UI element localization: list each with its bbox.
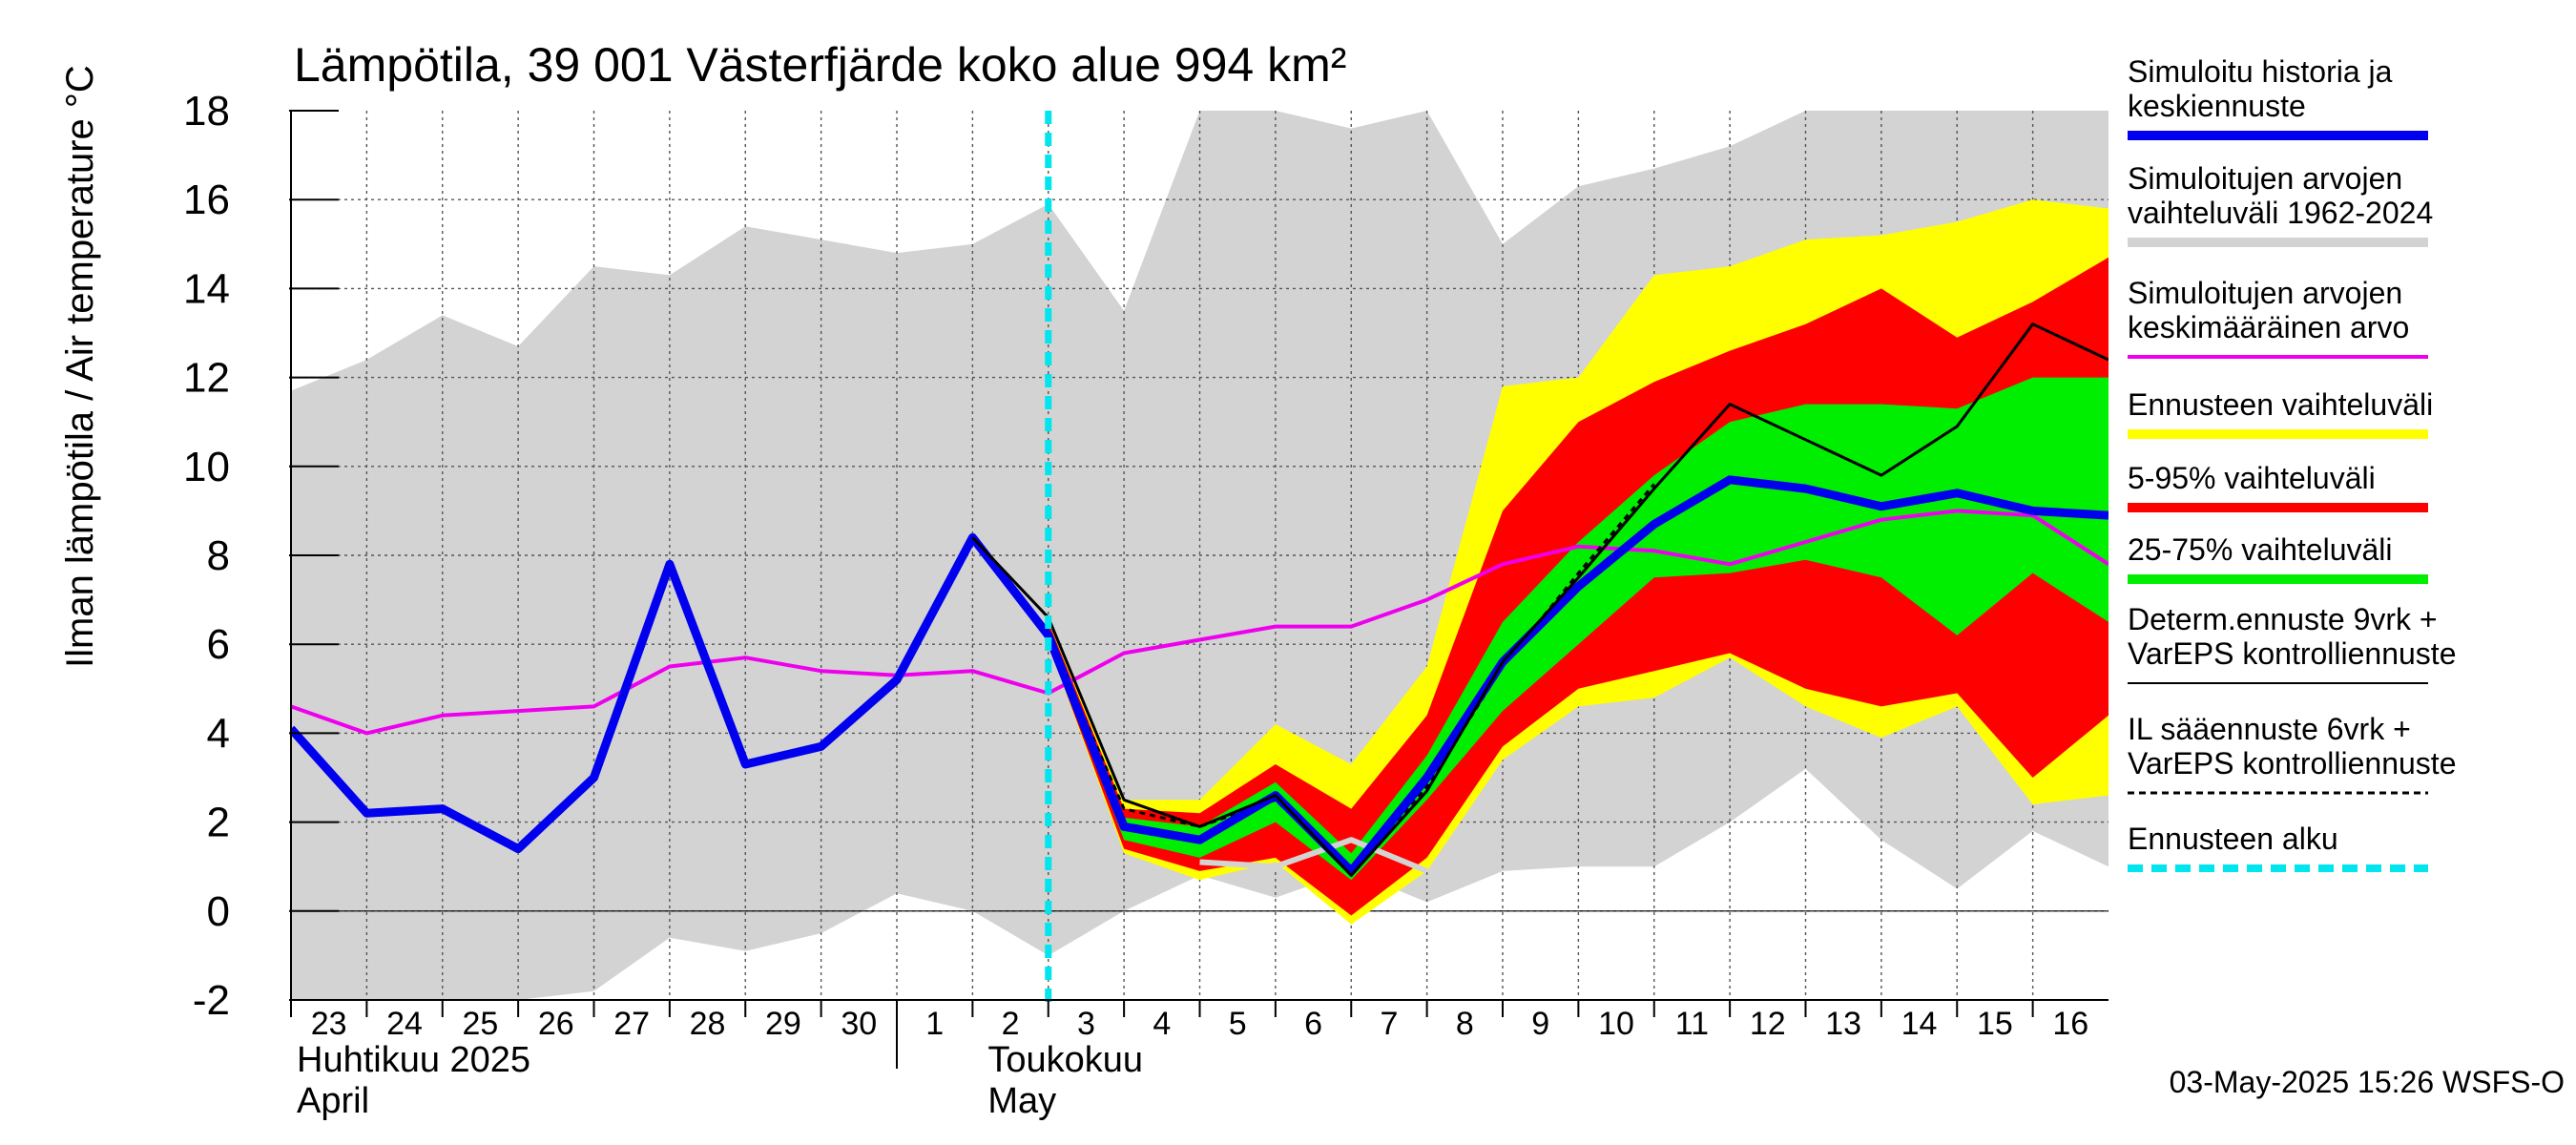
- x-tick-label: 5: [1229, 1006, 1247, 1042]
- x-tick-label: 15: [1977, 1006, 2013, 1042]
- mean-line: [291, 509, 2109, 736]
- y-tick-label: 10: [183, 444, 230, 490]
- y-tick-label: 6: [207, 621, 230, 668]
- legend-label: VarEPS kontrolliennuste: [2128, 636, 2456, 671]
- legend-label: 5-95% vaihteluväli: [2128, 461, 2376, 495]
- y-tick-label: 0: [207, 888, 230, 935]
- plot-area: [291, 111, 2109, 1008]
- y-tick-label: 16: [183, 177, 230, 223]
- legend-label: 25-75% vaihteluväli: [2128, 532, 2393, 567]
- x-tick-label: 25: [463, 1006, 499, 1042]
- legend-label: Simuloitujen arvojen: [2128, 276, 2402, 310]
- legend-label: VarEPS kontrolliennuste: [2128, 746, 2456, 781]
- x-tick-label: 3: [1077, 1006, 1095, 1042]
- x-tick-label: 23: [311, 1006, 347, 1042]
- y-axis-label: Ilman lämpötila / Air temperature °C: [59, 65, 101, 668]
- legend-label: Simuloitu historia ja: [2128, 54, 2393, 89]
- x-tick-label: 30: [841, 1006, 877, 1042]
- grid: [291, 111, 2109, 1000]
- determ-forecast-line: [971, 323, 2109, 877]
- x-tick-label: 12: [1750, 1006, 1786, 1042]
- legend-label: keskiennuste: [2128, 89, 2306, 123]
- y-tick-label: 14: [183, 265, 230, 312]
- legend-label: Ennusteen alku: [2128, 822, 2338, 856]
- x-tick-label: 11: [1675, 1006, 1709, 1042]
- y-tick-label: 18: [183, 88, 230, 135]
- history-line: [291, 475, 2109, 876]
- y-tick-label: 8: [207, 532, 230, 579]
- x-tick-label: 14: [1901, 1006, 1938, 1042]
- x-tick-label: 10: [1598, 1006, 1634, 1042]
- x-tick-label: 24: [386, 1006, 423, 1042]
- legend-label: keskimääräinen arvo: [2128, 310, 2409, 344]
- month-label-fi: Huhtikuu 2025: [297, 1040, 530, 1080]
- x-tick-label: 29: [765, 1006, 801, 1042]
- y-tick-label: 2: [207, 800, 230, 846]
- x-tick-label: 8: [1456, 1006, 1474, 1042]
- x-tick-label: 1: [925, 1006, 944, 1042]
- x-tick-label: 6: [1304, 1006, 1322, 1042]
- x-tick-label: 28: [690, 1006, 726, 1042]
- legend-label: vaihteluväli 1962-2024: [2128, 196, 2433, 230]
- y-tick-label: 4: [207, 710, 230, 757]
- x-tick-label: 2: [1002, 1006, 1020, 1042]
- month-label-en: May: [987, 1081, 1056, 1121]
- legend-label: Ennusteen vaihteluväli: [2128, 387, 2433, 422]
- month-label-fi: Toukokuu: [987, 1040, 1143, 1080]
- chart-title: Lämpötila, 39 001 Västerfjärde koko alue…: [294, 38, 1346, 92]
- legend-label: Simuloitujen arvojen: [2128, 161, 2402, 196]
- series-group: [291, 111, 2109, 1000]
- p25-75-band: [1048, 377, 2109, 881]
- x-tick-label: 13: [1825, 1006, 1861, 1042]
- x-tick-label: 4: [1153, 1006, 1171, 1042]
- legend-label: Determ.ennuste 9vrk +: [2128, 602, 2438, 636]
- x-tick-label: 7: [1380, 1006, 1398, 1042]
- y-tick-label: 12: [183, 355, 230, 402]
- x-tick-label: 16: [2052, 1006, 2088, 1042]
- control-ensemble-line: [1199, 837, 1428, 874]
- month-label-en: April: [297, 1081, 369, 1121]
- y-tick-label: -2: [193, 977, 230, 1024]
- timestamp: 03-May-2025 15:26 WSFS-O: [2170, 1065, 2565, 1099]
- legend-label: IL sääennuste 6vrk +: [2128, 712, 2411, 746]
- x-tick-label: 27: [613, 1006, 650, 1042]
- x-tick-label: 9: [1531, 1006, 1549, 1042]
- x-tick-label: 26: [538, 1006, 574, 1042]
